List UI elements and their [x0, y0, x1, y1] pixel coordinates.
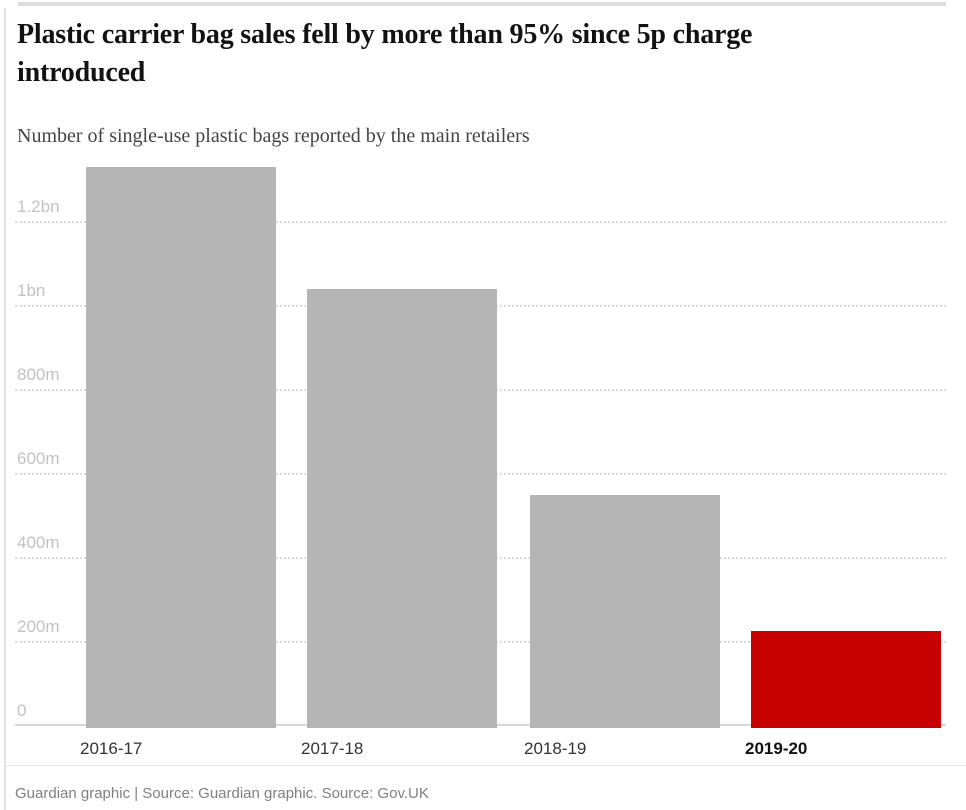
x-axis-tick-label-2018-19: 2018-19 [524, 739, 587, 758]
y-axis-tick-label-600m: 600m [17, 449, 60, 468]
left-divider-rule [4, 8, 6, 810]
source-credit: Guardian graphic | Source: Guardian grap… [15, 785, 429, 802]
y-axis-tick-label-200m: 200m [17, 617, 60, 636]
x-axis-tick-label-2017-18: 2017-18 [301, 739, 364, 758]
x-axis-tick-label-2016-17: 2016-17 [80, 739, 143, 758]
footer-divider-rule [5, 765, 966, 766]
y-axis-tick-label-800m: 800m [17, 365, 60, 384]
y-axis-tick-label-1bn: 1bn [17, 281, 46, 300]
chart-subtitle: Number of single-use plastic bags report… [17, 125, 530, 147]
y-axis-tick-label-400m: 400m [17, 533, 60, 552]
top-divider-rule [18, 2, 946, 6]
y-axis-tick-label-0: 0 [17, 701, 27, 720]
bar-2018-19 [530, 495, 720, 728]
bar-2016-17 [86, 167, 276, 728]
gridline-1.2bn [15, 221, 946, 223]
x-axis-tick-label-2019-20: 2019-20 [745, 739, 808, 758]
bar-2017-18 [307, 289, 497, 728]
chart-title: Plastic carrier bag sales fell by more t… [17, 19, 753, 88]
y-axis-tick-label-1.2bn: 1.2bn [17, 197, 60, 216]
bar-2019-20 [751, 631, 941, 728]
